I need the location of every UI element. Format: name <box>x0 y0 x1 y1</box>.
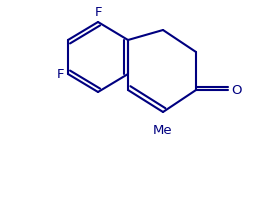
Text: F: F <box>94 6 102 19</box>
Text: Me: Me <box>153 124 173 137</box>
Text: F: F <box>56 67 64 81</box>
Text: O: O <box>231 84 242 97</box>
